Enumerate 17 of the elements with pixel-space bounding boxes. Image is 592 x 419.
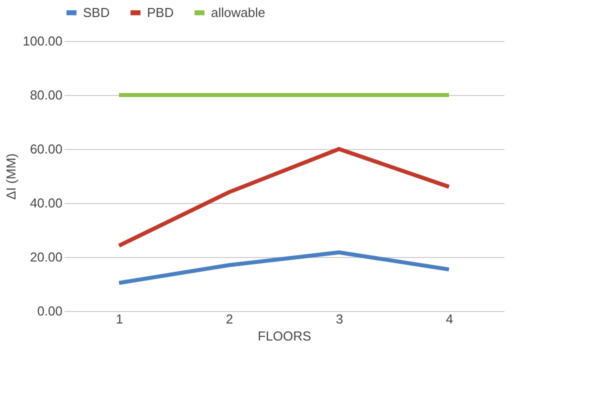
legend-label: PBD <box>147 4 174 20</box>
x-axis-title: FLOORS <box>258 328 312 344</box>
x-tick-label: 3 <box>336 312 344 326</box>
y-tick-label: 0.00 <box>37 304 62 318</box>
y-tick-label: 100.00 <box>22 34 62 48</box>
x-tick-label: 2 <box>226 312 234 326</box>
y-tick-label: 60.00 <box>30 142 62 156</box>
line-series <box>117 147 451 248</box>
x-tick-label: 1 <box>116 312 124 326</box>
line-series <box>117 250 451 285</box>
y-tick-label: 20.00 <box>30 250 62 264</box>
y-tick-label: 40.00 <box>30 196 62 210</box>
legend-label: SBD <box>83 4 110 20</box>
legend-label: allowable <box>211 4 266 20</box>
y-tick-label: 80.00 <box>30 88 62 102</box>
y-axis-title: ΔI (MM) <box>4 153 19 200</box>
x-tick-label: 4 <box>446 312 454 326</box>
